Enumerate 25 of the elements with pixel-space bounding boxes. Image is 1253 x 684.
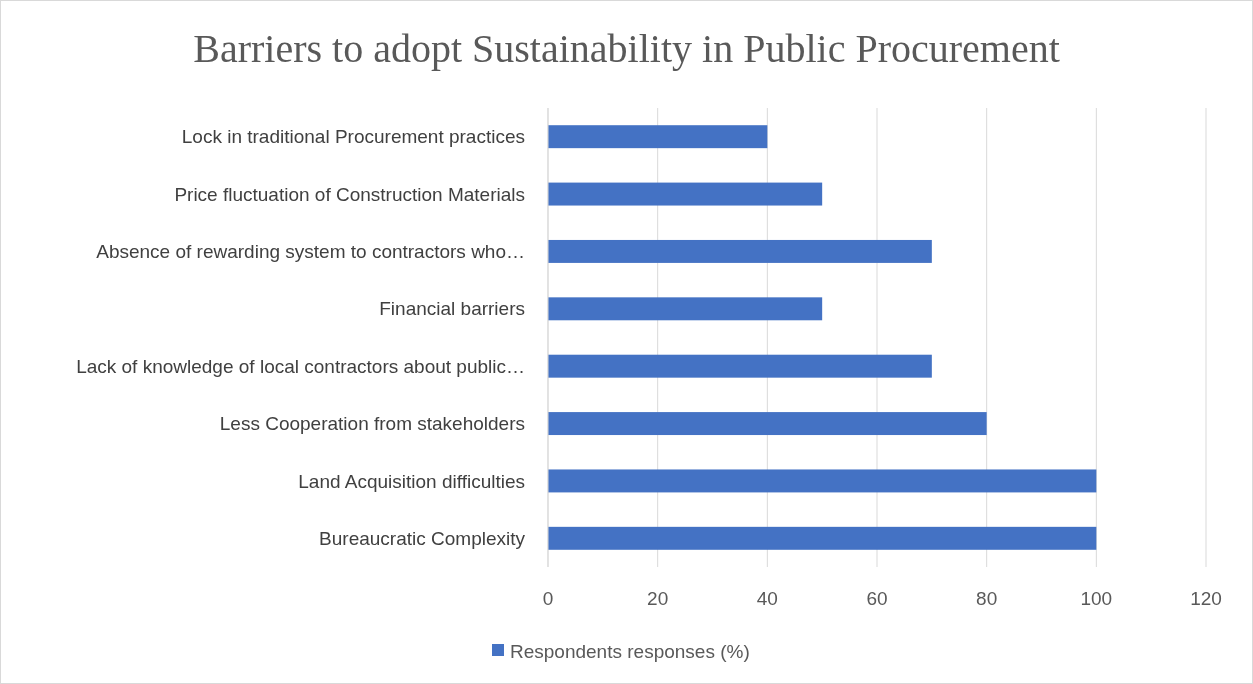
y-tick-label: Lack of knowledge of local contractors about public…: [76, 355, 525, 377]
x-tick-label: 100: [1080, 587, 1113, 609]
x-tick-label: 0: [542, 587, 554, 609]
x-tick-label: 40: [756, 587, 778, 609]
bar: [548, 412, 987, 436]
x-tick-label: 80: [976, 587, 998, 609]
y-tick-label: Less Cooperation from stakeholders: [219, 413, 525, 435]
bar: [548, 125, 768, 149]
y-tick-label: Lock in traditional Procurement practices: [181, 126, 525, 148]
x-tick-label: 60: [866, 587, 888, 609]
y-tick-label: Land Acquisition difficulties: [298, 470, 525, 492]
chart-title: Barriers to adopt Sustainability in Public Procurement: [193, 26, 1060, 71]
bar: [548, 182, 823, 206]
bar: [548, 526, 1097, 550]
bar: [548, 469, 1097, 493]
y-tick-label: Price fluctuation of Construction Materials: [174, 183, 525, 205]
bar: [548, 354, 932, 378]
x-tick-label: 120: [1190, 587, 1222, 609]
legend-label: Respondents responses (%): [510, 640, 750, 662]
x-tick-label: 20: [647, 587, 669, 609]
y-tick-label: Financial barriers: [379, 298, 525, 320]
bar: [548, 297, 823, 321]
bar: [548, 239, 932, 263]
y-tick-label: Bureaucratic Complexity: [319, 527, 526, 549]
y-tick-label: Absence of rewarding system to contractors who…: [96, 241, 525, 263]
